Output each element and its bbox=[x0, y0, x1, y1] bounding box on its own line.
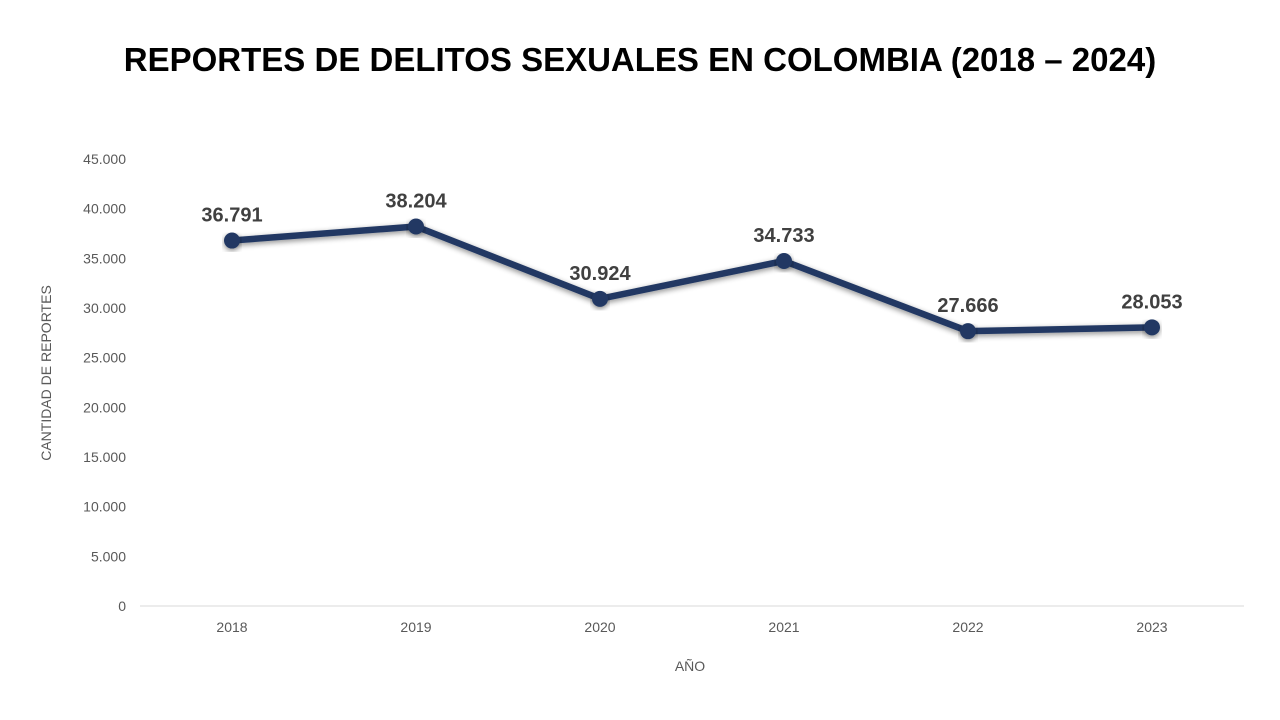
plot-area: 36.791 38.204 30.924 34.733 27.666 28.053 bbox=[201, 191, 1183, 340]
x-tick-label: 2022 bbox=[952, 619, 983, 635]
y-tick-label: 5.000 bbox=[91, 548, 126, 564]
y-tick-label: 10.000 bbox=[83, 499, 126, 515]
data-label: 27.666 bbox=[937, 295, 998, 317]
y-axis-title: CANTIDAD DE REPORTES bbox=[38, 285, 54, 461]
y-tick-label: 35.000 bbox=[83, 250, 126, 266]
y-tick-label: 30.000 bbox=[83, 300, 126, 316]
chart-title: REPORTES DE DELITOS SEXUALES EN COLOMBIA… bbox=[124, 41, 1156, 78]
data-label: 36.791 bbox=[201, 205, 262, 227]
data-label: 28.053 bbox=[1121, 291, 1182, 313]
data-point-marker bbox=[776, 252, 792, 269]
x-tick-label: 2023 bbox=[1136, 619, 1167, 635]
data-point-marker bbox=[1144, 319, 1160, 336]
series-line bbox=[228, 223, 1156, 335]
y-tick-label: 15.000 bbox=[83, 449, 126, 465]
data-point-marker bbox=[592, 290, 608, 307]
y-tick-label: 40.000 bbox=[83, 201, 126, 217]
data-label: 34.733 bbox=[753, 225, 814, 247]
x-axis-title: AÑO bbox=[675, 658, 705, 674]
y-tick-label: 45.000 bbox=[83, 151, 126, 167]
x-tick-label: 2019 bbox=[400, 619, 431, 635]
data-point-marker bbox=[224, 232, 240, 249]
x-tick-label: 2020 bbox=[584, 619, 615, 635]
x-axis: 2018 2019 2020 2021 2022 2023 bbox=[140, 605, 1244, 635]
data-point-marker bbox=[408, 218, 424, 235]
y-axis: 0 5.000 10.000 15.000 20.000 25.000 30.000 35.0… bbox=[83, 151, 126, 614]
data-label: 30.924 bbox=[569, 263, 631, 285]
data-point-marker bbox=[960, 323, 976, 340]
x-tick-label: 2018 bbox=[216, 619, 247, 635]
x-tick-label: 2021 bbox=[768, 619, 799, 635]
y-tick-label: 20.000 bbox=[83, 399, 126, 415]
y-tick-label: 25.000 bbox=[83, 350, 126, 366]
data-label: 38.204 bbox=[385, 191, 447, 213]
y-tick-label: 0 bbox=[118, 598, 126, 614]
